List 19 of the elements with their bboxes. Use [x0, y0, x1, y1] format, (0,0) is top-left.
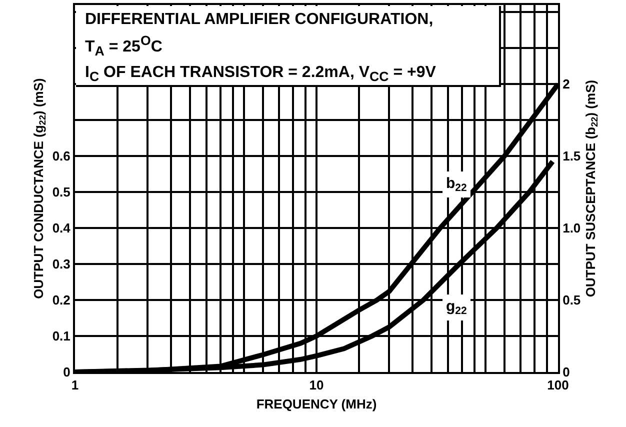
y2-tick-label: 2: [562, 76, 570, 92]
y2-tick-label: 1.5: [562, 148, 581, 164]
y-tick-label: 0.3: [52, 256, 70, 272]
y-tick-label: 0.2: [52, 292, 70, 308]
x-tick-label: 100: [547, 378, 569, 393]
y-tick-label: 0: [63, 364, 70, 380]
y2-tick-label: 1.0: [562, 220, 581, 236]
y-tick-label: 0.6: [52, 148, 70, 164]
y2-tick-label: 0.5: [562, 292, 581, 308]
y-tick-label: 0.5: [52, 184, 70, 200]
x-tick-label: 10: [309, 378, 324, 393]
x-axis-title: FREQUENCY (MHz): [256, 396, 377, 412]
y-tick-label: 0.4: [52, 220, 72, 236]
y-tick-label: 0.1: [52, 328, 70, 344]
x-tick-label: 1: [71, 378, 79, 393]
title-box: DIFFERENTIAL AMPLIFIER CONFIGURATION, T$_{A}$ = 25$^{O}$C I$_{C}$ OF EACH TRANSISTOR = 2.2mA, V$_{CC}$ = +9V: [76, 6, 501, 87]
annotation: b$_{22}$: [446, 175, 468, 194]
annotation: g$_{22}$: [446, 298, 468, 318]
y2-tick-label: 0: [562, 364, 570, 380]
